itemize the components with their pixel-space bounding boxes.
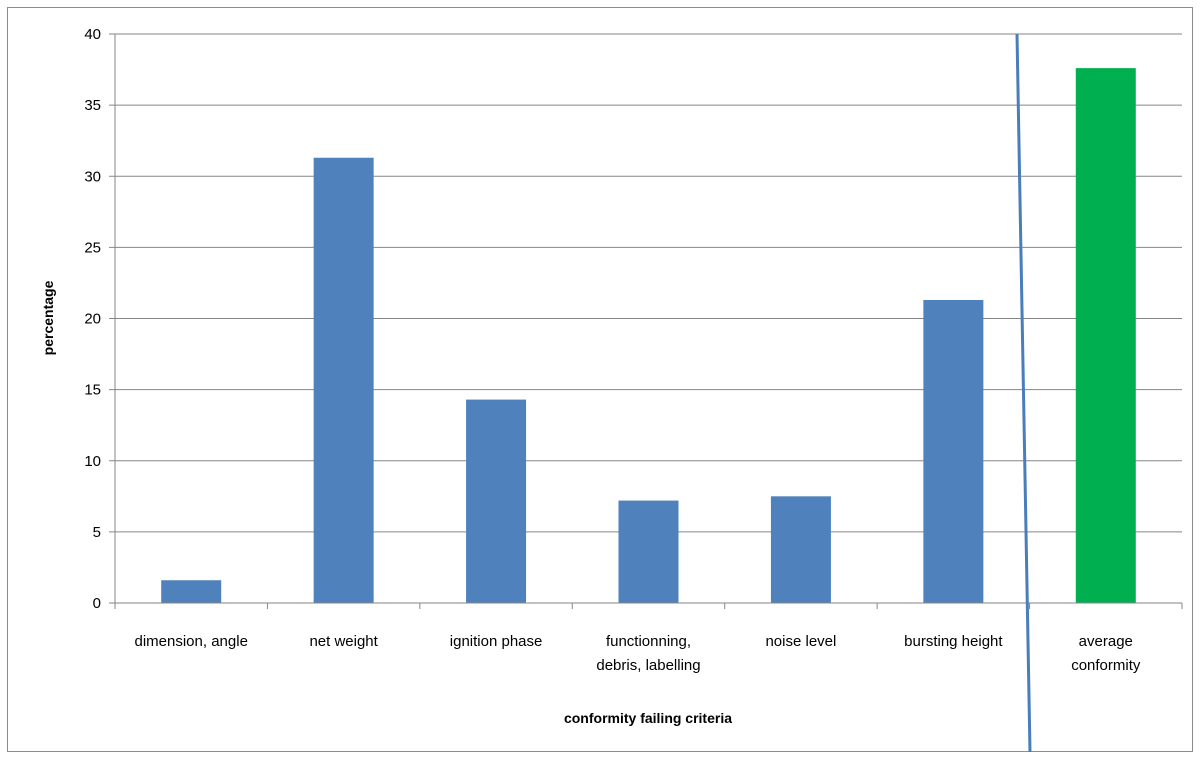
gridlines <box>115 33 1182 533</box>
bar <box>161 580 222 603</box>
x-tick-label: functionning, <box>606 633 691 650</box>
bar <box>313 157 374 603</box>
y-tick-label: 40 <box>84 26 101 43</box>
x-tick-label: ignition phase <box>450 633 543 650</box>
y-tick-label: 10 <box>84 453 101 470</box>
separator-line <box>1015 33 1032 753</box>
bar <box>1075 68 1136 603</box>
y-axis-title: percentage <box>40 280 56 355</box>
chart-frame <box>7 7 1193 752</box>
y-tick-label: 30 <box>84 168 101 185</box>
y-tick-label: 15 <box>84 382 101 399</box>
bar <box>466 399 527 603</box>
x-tick-label: dimension, angle <box>135 633 248 650</box>
x-tick-label: debris, labelling <box>596 657 700 674</box>
x-tick-label: conformity <box>1071 657 1141 674</box>
y-tick-label: 35 <box>84 97 101 114</box>
x-tick-label: net weight <box>309 633 378 650</box>
y-tick-label: 5 <box>93 524 101 541</box>
y-tick-label: 0 <box>93 595 101 612</box>
x-tick-label: average <box>1079 633 1133 650</box>
labels: 0 5 10 15 20 25 30 35 40 dimension, angle net weig… <box>84 26 1141 674</box>
bars <box>161 68 1136 603</box>
x-axis-title: conformity failing criteria <box>564 710 732 726</box>
y-tick-label: 25 <box>84 239 101 256</box>
bar <box>618 500 679 603</box>
axes <box>109 33 1183 753</box>
x-tick-label: noise level <box>765 633 836 650</box>
bar <box>923 300 984 603</box>
y-tick-label: 20 <box>84 311 101 328</box>
x-tick-label: bursting height <box>904 633 1003 650</box>
bar <box>770 496 831 603</box>
